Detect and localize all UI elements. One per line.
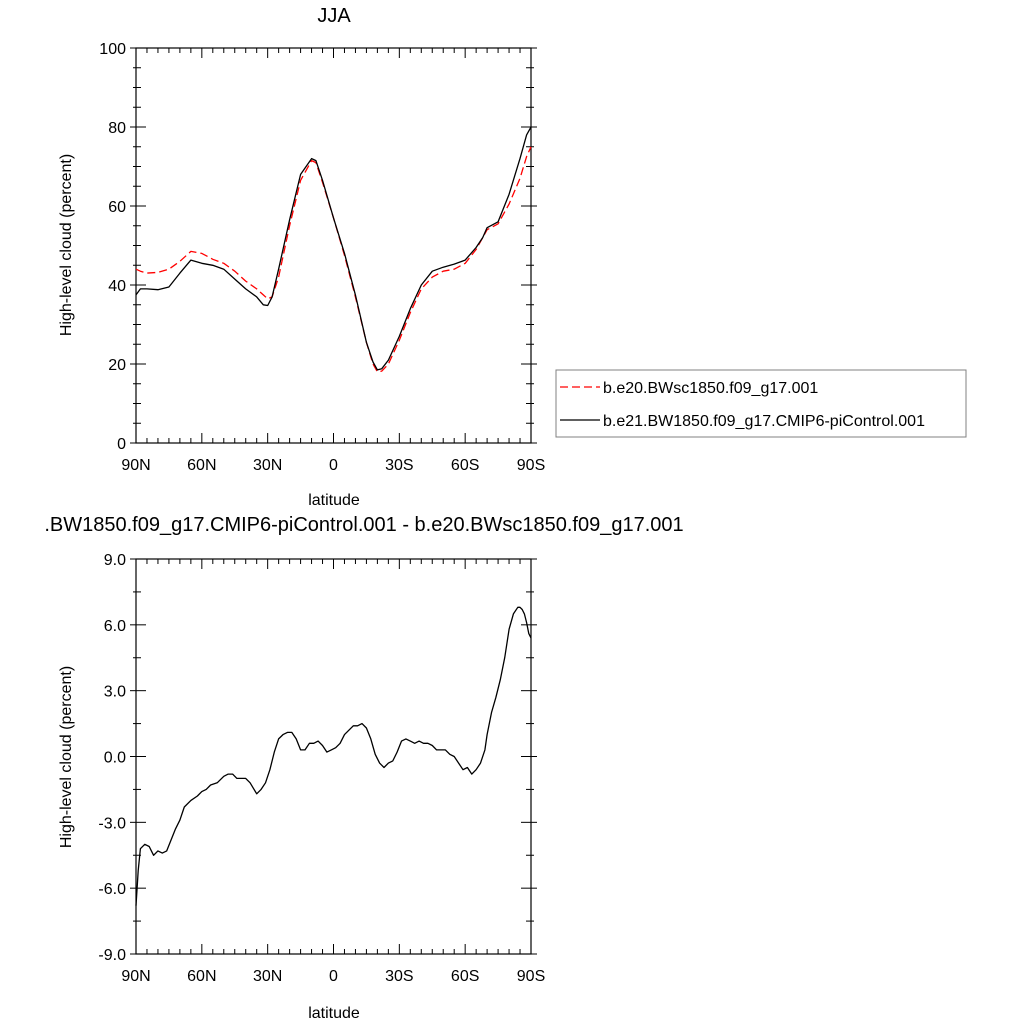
top-chart-series-line-1 bbox=[135, 146, 532, 373]
top-chart-x-tick-label: 90S bbox=[517, 457, 545, 474]
bottom-chart-x-tick-label: 30N bbox=[253, 968, 282, 985]
bottom-chart-x-tick-label: 90N bbox=[121, 968, 150, 985]
bottom-chart-y-tick-label: 3.0 bbox=[104, 684, 126, 701]
top-chart-frame bbox=[135, 47, 532, 444]
top-chart-axes: 90N 60N 30N 0 30S 60S 90S 0 20 40 60 80 100 bbox=[99, 41, 545, 474]
top-chart-x-tick-label: 30S bbox=[385, 457, 413, 474]
bottom-chart-frame bbox=[135, 558, 532, 955]
top-chart-y-tick-label: 20 bbox=[108, 357, 126, 374]
top-chart-title: JJA bbox=[317, 5, 351, 27]
legend-label-series-2: b.e21.BW1850.f09_g17.CMIP6-piControl.001 bbox=[603, 413, 925, 430]
top-chart-y-tick-label: 60 bbox=[108, 199, 126, 216]
bottom-chart-x-tick-label: 0 bbox=[329, 968, 338, 985]
bottom-chart-y-tick-label: -9.0 bbox=[98, 947, 126, 964]
bottom-chart-y-axis-label: High-level cloud (percent) bbox=[58, 666, 75, 848]
bottom-chart-axes: 90N 60N 30N 0 30S 60S 90S -9.0 -6.0 -3.0 0.0 3.0 6.0… bbox=[98, 552, 545, 985]
chart-legend: b.e20.BWsc1850.f09_g17.001 b.e21.BW1850.… bbox=[555, 369, 967, 438]
bottom-chart-y-tick-label: -3.0 bbox=[98, 815, 126, 832]
bottom-chart-y-tick-label: 6.0 bbox=[104, 618, 126, 635]
top-chart-x-tick-label: 60S bbox=[451, 457, 479, 474]
top-chart-y-tick-label: 40 bbox=[108, 278, 126, 295]
bottom-chart-x-axis-label: latitude bbox=[308, 1005, 360, 1022]
bottom-chart-title: .BW1850.f09_g17.CMIP6-piControl.001 - b.… bbox=[44, 514, 683, 536]
bottom-chart-y-tick-label: 9.0 bbox=[104, 552, 126, 569]
top-chart-x-tick-label: 60N bbox=[187, 457, 216, 474]
bottom-chart-x-tick-label: 60N bbox=[187, 968, 216, 985]
top-chart-y-tick-label: 100 bbox=[99, 41, 126, 58]
bottom-chart: .BW1850.f09_g17.CMIP6-piControl.001 - b.… bbox=[44, 514, 683, 1022]
bottom-chart-series-line-1 bbox=[135, 606, 532, 906]
bottom-chart-x-tick-label: 90S bbox=[517, 968, 545, 985]
top-chart-x-tick-label: 90N bbox=[121, 457, 150, 474]
top-chart-x-tick-label: 30N bbox=[253, 457, 282, 474]
top-chart-series-line-2 bbox=[135, 126, 532, 371]
top-chart-series bbox=[135, 126, 532, 373]
bottom-chart-y-tick-label: 0.0 bbox=[104, 750, 126, 767]
top-chart-x-axis-label: latitude bbox=[308, 492, 360, 509]
legend-box bbox=[555, 369, 967, 438]
bottom-chart-y-tick-label: -6.0 bbox=[98, 881, 126, 898]
bottom-chart-x-tick-label: 30S bbox=[385, 968, 413, 985]
bottom-chart-x-tick-label: 60S bbox=[451, 968, 479, 985]
top-chart-y-tick-label: 80 bbox=[108, 120, 126, 137]
top-chart-x-tick-label: 0 bbox=[329, 457, 338, 474]
top-chart-y-tick-label: 0 bbox=[117, 436, 126, 453]
top-chart-y-axis-label: High-level cloud (percent) bbox=[58, 154, 75, 336]
bottom-chart-series bbox=[135, 606, 532, 906]
top-chart: JJA 90N 60N 30N 0 30S 60S 90S 0 20 40 60 80 100 lati… bbox=[58, 5, 967, 509]
legend-label-series-1: b.e20.BWsc1850.f09_g17.001 bbox=[603, 380, 818, 397]
